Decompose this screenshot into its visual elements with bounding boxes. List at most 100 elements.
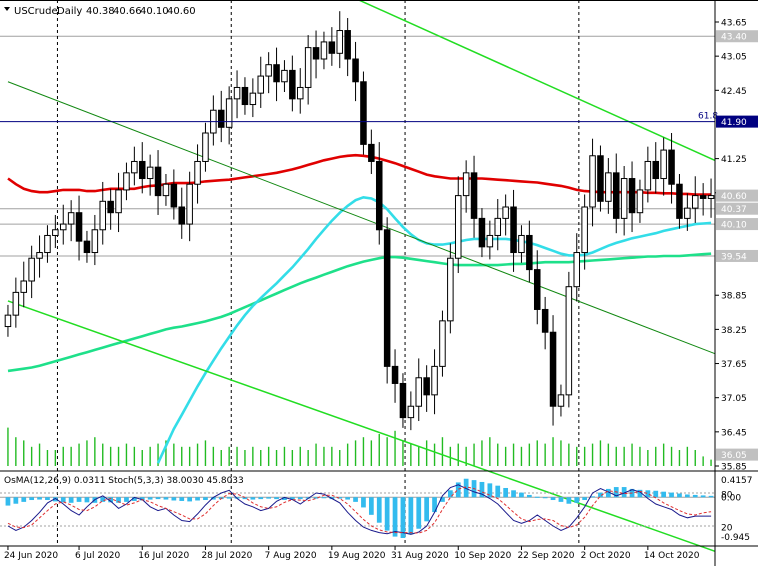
candle-bear <box>375 160 383 231</box>
ma50-line <box>156 195 712 464</box>
osma-bar <box>100 497 106 502</box>
candle-bull <box>194 160 201 185</box>
candle-bull <box>265 64 272 77</box>
osma-bar <box>455 482 461 498</box>
osma-bar <box>68 497 74 503</box>
candle-bear <box>154 166 162 197</box>
osma-bar <box>511 490 516 498</box>
candle-bull <box>502 206 509 219</box>
candle-bull <box>162 183 170 197</box>
osma-bar <box>163 497 169 500</box>
osma-bar <box>637 489 643 498</box>
osma-bar <box>179 497 185 501</box>
osma-bar <box>558 497 564 502</box>
price-marker <box>716 448 758 461</box>
osma-bar <box>21 497 27 502</box>
osma-bar <box>542 497 548 499</box>
candle-bull <box>20 280 28 293</box>
price-tick-label: 38.25 <box>721 326 747 336</box>
osma-bar <box>266 497 272 499</box>
osma-bar <box>582 497 588 501</box>
candle-bull <box>36 252 43 259</box>
date-label: 10 Sep 2020 <box>454 551 511 561</box>
date-label: 6 Jul 2020 <box>75 551 120 561</box>
date-label: 16 Jul 2020 <box>138 551 189 561</box>
candle-bull <box>691 195 699 209</box>
osma-bar <box>139 497 145 501</box>
ohlc-low: 40.10 <box>140 6 169 17</box>
osma-bar <box>29 497 35 501</box>
candle-bull <box>589 155 596 208</box>
osma-bar <box>526 494 532 498</box>
osma-bar <box>424 497 430 522</box>
candle-bear <box>83 240 91 254</box>
osma-bar <box>321 497 327 499</box>
osma-bar <box>384 497 390 531</box>
price-marker <box>716 249 758 262</box>
osma-bar <box>52 497 58 502</box>
candle-bull <box>67 212 75 225</box>
candle-bear <box>75 212 83 242</box>
candle-bull <box>115 189 122 214</box>
candle-bull <box>28 257 35 282</box>
ohlc-high: 40.66 <box>113 6 142 17</box>
osma-bar <box>700 495 706 498</box>
osma-bar <box>653 490 659 498</box>
candle-bear <box>289 69 296 100</box>
osma-bar <box>708 495 714 498</box>
candle-bull <box>415 377 423 407</box>
osma-bar <box>5 497 11 506</box>
osma-bar <box>495 485 501 498</box>
osma-bar <box>669 492 674 498</box>
osma-bar <box>519 492 524 498</box>
price-tick-label: 41.25 <box>721 155 747 165</box>
candle-bear <box>178 206 186 225</box>
osma-bar <box>282 497 287 501</box>
osma-bar <box>376 497 382 523</box>
osma-bar <box>60 497 66 503</box>
candle-bull <box>44 234 51 254</box>
price-marker <box>716 115 758 128</box>
osma-bar <box>45 497 50 501</box>
candle-bull <box>462 172 470 197</box>
osma-bar <box>566 497 572 504</box>
osma-bar <box>692 494 698 498</box>
candle-bull <box>336 30 344 54</box>
osma-bar <box>250 497 256 500</box>
date-label: 14 Oct 2020 <box>644 551 700 561</box>
date-label: 24 Jun 2020 <box>4 551 58 561</box>
candle-bull <box>225 98 233 128</box>
candle-bear <box>652 160 660 180</box>
candle-bull <box>257 75 265 94</box>
price-marker <box>716 30 758 43</box>
candle-bull <box>660 149 667 180</box>
candle-bull <box>447 257 454 322</box>
price-tick-label: 37.65 <box>721 360 747 370</box>
price-marker <box>716 202 758 215</box>
osma-bar <box>392 497 398 537</box>
price-tick-label: 36.45 <box>721 428 747 438</box>
osma-bar <box>297 497 303 500</box>
candle-bear <box>510 206 517 254</box>
osma-bar <box>416 497 422 529</box>
candle-bear <box>628 178 636 214</box>
osma-bar <box>210 497 216 500</box>
osma-bar <box>677 493 682 498</box>
dropdown-triangle-icon[interactable] <box>4 7 10 11</box>
candle-bull <box>320 41 328 60</box>
candle-bear <box>676 183 683 219</box>
candle-bull <box>605 172 612 202</box>
candle-bear <box>170 183 178 208</box>
osma-bar <box>171 497 177 501</box>
price-marker-label: 39.54 <box>721 252 747 262</box>
osma-bar <box>242 497 248 500</box>
candle-bear <box>360 81 367 145</box>
osma-bar <box>147 497 153 500</box>
osma-bar <box>187 497 193 502</box>
osma-bar <box>487 483 493 498</box>
candle-bear <box>328 41 336 54</box>
timeframe-label: Daily <box>57 6 82 17</box>
candle-bull <box>494 217 502 236</box>
